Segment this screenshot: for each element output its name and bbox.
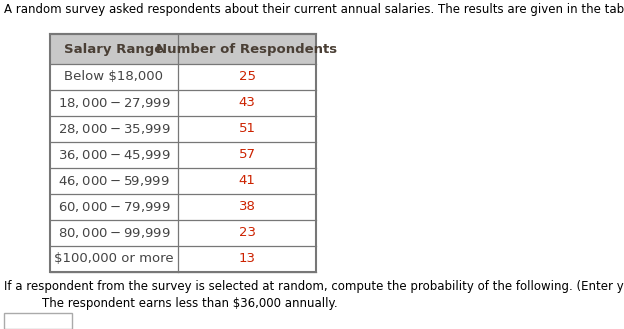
Text: 41: 41 xyxy=(238,174,255,188)
Text: $60,000-$79,999: $60,000-$79,999 xyxy=(57,200,170,214)
Bar xyxy=(50,142,316,168)
Bar xyxy=(50,246,316,272)
Text: The respondent earns less than $36,000 annually.: The respondent earns less than $36,000 a… xyxy=(42,297,338,310)
Text: $46,000-$59,999: $46,000-$59,999 xyxy=(58,174,170,188)
Text: 51: 51 xyxy=(238,122,255,136)
Text: $36,000-$45,999: $36,000-$45,999 xyxy=(57,148,170,162)
Text: 25: 25 xyxy=(238,70,255,84)
Bar xyxy=(50,194,316,220)
Text: Salary Range: Salary Range xyxy=(64,42,163,56)
Text: 38: 38 xyxy=(238,200,255,214)
Text: Below $18,000: Below $18,000 xyxy=(64,70,163,84)
Text: $28,000-$35,999: $28,000-$35,999 xyxy=(57,122,170,136)
Text: If a respondent from the survey is selected at random, compute the probability o: If a respondent from the survey is selec… xyxy=(4,280,624,293)
Text: Number of Respondents: Number of Respondents xyxy=(157,42,338,56)
Bar xyxy=(50,90,316,116)
Text: 57: 57 xyxy=(238,148,255,162)
Text: 13: 13 xyxy=(238,252,255,266)
Text: $80,000-$99,999: $80,000-$99,999 xyxy=(57,226,170,240)
Text: $100,000 or more: $100,000 or more xyxy=(54,252,174,266)
Text: A random survey asked respondents about their current annual salaries. The resul: A random survey asked respondents about … xyxy=(4,3,624,16)
Bar xyxy=(50,168,316,194)
Text: 43: 43 xyxy=(238,96,255,110)
Bar xyxy=(50,116,316,142)
Text: 23: 23 xyxy=(238,226,255,240)
Text: $18,000-$27,999: $18,000-$27,999 xyxy=(57,96,170,110)
Bar xyxy=(4,313,72,329)
Bar xyxy=(50,34,316,272)
Bar xyxy=(50,220,316,246)
Bar xyxy=(50,64,316,90)
Bar xyxy=(50,34,316,64)
